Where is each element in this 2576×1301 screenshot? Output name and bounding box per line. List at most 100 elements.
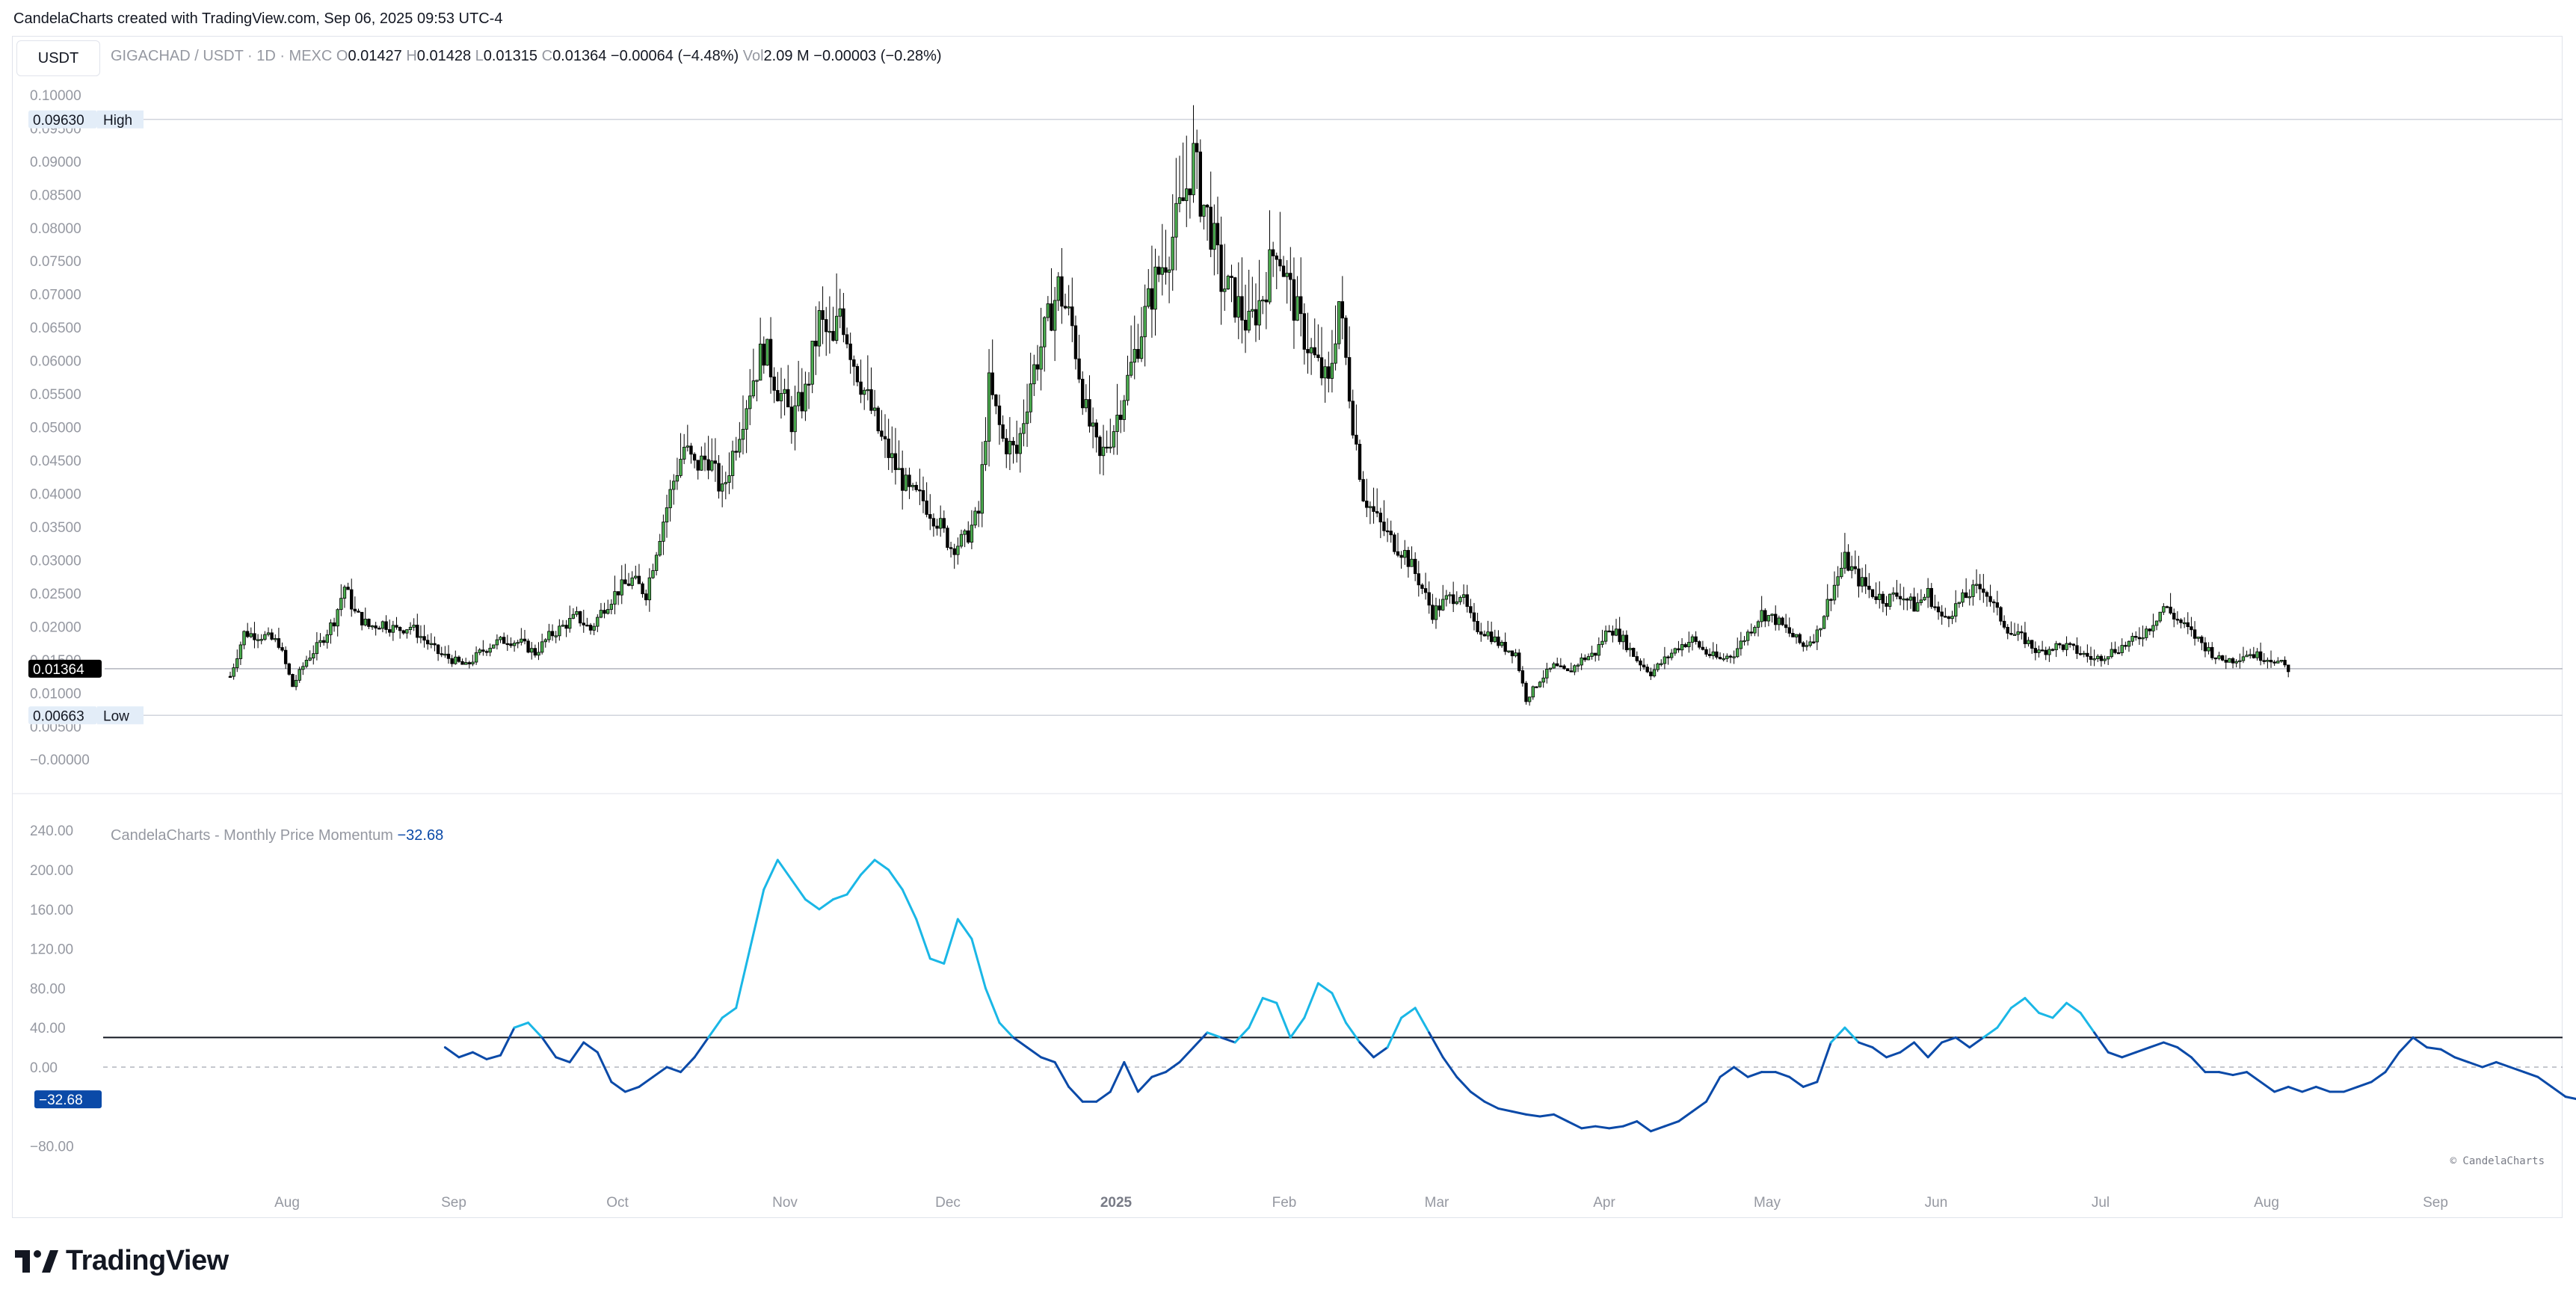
momentum-line-segment[interactable] xyxy=(2536,1075,2553,1088)
candle-body[interactable] xyxy=(925,500,928,515)
momentum-line-segment[interactable] xyxy=(2287,1085,2304,1093)
candle-body[interactable] xyxy=(700,455,703,471)
candle-body[interactable] xyxy=(2186,622,2190,628)
candle-body[interactable] xyxy=(1715,651,1719,658)
candle-body[interactable] xyxy=(890,453,894,458)
candle-body[interactable] xyxy=(1548,667,1553,670)
momentum-line-segment[interactable] xyxy=(1220,1036,1236,1044)
candle-body[interactable] xyxy=(315,642,319,655)
candle-body[interactable] xyxy=(1507,650,1511,652)
candle-body[interactable] xyxy=(1393,534,1396,552)
candle-body[interactable] xyxy=(2252,654,2256,658)
candle-body[interactable] xyxy=(997,405,1002,425)
candle-body[interactable] xyxy=(1822,616,1826,629)
candle-body[interactable] xyxy=(1908,596,1913,601)
momentum-line-segment[interactable] xyxy=(707,1016,724,1039)
candle-body[interactable] xyxy=(516,642,520,644)
candle-body[interactable] xyxy=(662,522,665,542)
candle-body[interactable] xyxy=(1181,197,1185,201)
candle-body[interactable] xyxy=(2182,622,2187,625)
momentum-line-segment[interactable] xyxy=(555,1056,571,1063)
momentum-line-segment[interactable] xyxy=(831,893,848,901)
candle-body[interactable] xyxy=(1950,616,1954,619)
candle-body[interactable] xyxy=(2148,628,2151,631)
candle-body[interactable] xyxy=(440,653,443,655)
candle-body[interactable] xyxy=(1112,431,1116,448)
candle-body[interactable] xyxy=(2162,606,2166,613)
candle-body[interactable] xyxy=(1319,357,1324,379)
candle-body[interactable] xyxy=(1923,596,1926,601)
momentum-line-segment[interactable] xyxy=(1040,1056,1056,1063)
candle-body[interactable] xyxy=(2228,658,2231,663)
candle-body[interactable] xyxy=(1853,566,1858,569)
candle-body[interactable] xyxy=(1378,513,1383,522)
candle-body[interactable] xyxy=(2231,658,2235,664)
momentum-line-segment[interactable] xyxy=(2107,1051,2124,1059)
candle-body[interactable] xyxy=(308,658,312,661)
momentum-line-segment[interactable] xyxy=(2190,1056,2207,1074)
momentum-line-segment[interactable] xyxy=(1483,1100,1500,1110)
candle-body[interactable] xyxy=(651,570,655,578)
candle-body[interactable] xyxy=(1053,300,1057,331)
momentum-line-segment[interactable] xyxy=(1553,1113,1569,1123)
momentum-line-segment[interactable] xyxy=(2037,1011,2054,1019)
candle-body[interactable] xyxy=(1631,648,1636,657)
candle-body[interactable] xyxy=(1441,599,1445,611)
candle-body[interactable] xyxy=(1545,669,1549,679)
candle-body[interactable] xyxy=(1995,602,2000,608)
candle-body[interactable] xyxy=(1077,358,1081,380)
momentum-line-segment[interactable] xyxy=(1053,1060,1070,1088)
candle-body[interactable] xyxy=(1330,362,1334,379)
candle-body[interactable] xyxy=(1777,617,1781,625)
candle-body[interactable] xyxy=(499,637,502,640)
candle-body[interactable] xyxy=(1046,303,1050,318)
candle-body[interactable] xyxy=(987,372,991,442)
candle-body[interactable] xyxy=(585,625,589,627)
candle-body[interactable] xyxy=(1223,288,1227,292)
candle-body[interactable] xyxy=(1524,682,1528,702)
momentum-line-segment[interactable] xyxy=(485,1054,502,1060)
candle-body[interactable] xyxy=(2220,655,2225,661)
candle-body[interactable] xyxy=(1431,605,1435,620)
candle-body[interactable] xyxy=(2151,625,2155,631)
candle-body[interactable] xyxy=(2078,653,2083,655)
momentum-line-segment[interactable] xyxy=(527,1022,543,1039)
candle-body[interactable] xyxy=(897,468,901,470)
candle-body[interactable] xyxy=(685,445,690,448)
candle-body[interactable] xyxy=(2286,664,2290,673)
candle-body[interactable] xyxy=(332,622,336,627)
candle-body[interactable] xyxy=(1472,612,1476,622)
momentum-line-segment[interactable] xyxy=(2439,1048,2456,1059)
candle-body[interactable] xyxy=(1580,657,1583,666)
candle-body[interactable] xyxy=(2134,636,2138,638)
candle-body[interactable] xyxy=(772,377,776,391)
candle-body[interactable] xyxy=(1461,594,1466,598)
candle-body[interactable] xyxy=(921,489,925,501)
candle-body[interactable] xyxy=(1607,630,1611,633)
candle-body[interactable] xyxy=(1109,446,1112,449)
candle-body[interactable] xyxy=(1656,663,1660,670)
candle-body[interactable] xyxy=(1690,636,1695,643)
candle-body[interactable] xyxy=(1185,188,1189,201)
candle-body[interactable] xyxy=(935,525,939,529)
momentum-line-segment[interactable] xyxy=(443,1046,460,1059)
candle-body[interactable] xyxy=(675,475,680,482)
candle-body[interactable] xyxy=(1482,634,1487,637)
candle-body[interactable] xyxy=(2238,660,2242,662)
candle-body[interactable] xyxy=(1088,399,1091,427)
candle-body[interactable] xyxy=(1902,599,1905,601)
candle-body[interactable] xyxy=(1251,309,1254,312)
candle-body[interactable] xyxy=(2030,640,2034,649)
momentum-line-segment[interactable] xyxy=(1289,1016,1306,1039)
candle-body[interactable] xyxy=(1888,593,1892,607)
candle-body[interactable] xyxy=(2213,657,2218,660)
candle-body[interactable] xyxy=(1590,652,1594,657)
momentum-line-segment[interactable] xyxy=(845,874,863,896)
momentum-line-segment[interactable] xyxy=(2356,1081,2373,1088)
candle-body[interactable] xyxy=(1642,664,1646,668)
candle-body[interactable] xyxy=(1070,306,1074,327)
candle-body[interactable] xyxy=(1794,634,1799,637)
candle-body[interactable] xyxy=(1961,592,1965,603)
candle-body[interactable] xyxy=(814,340,818,347)
candle-body[interactable] xyxy=(1396,551,1400,556)
